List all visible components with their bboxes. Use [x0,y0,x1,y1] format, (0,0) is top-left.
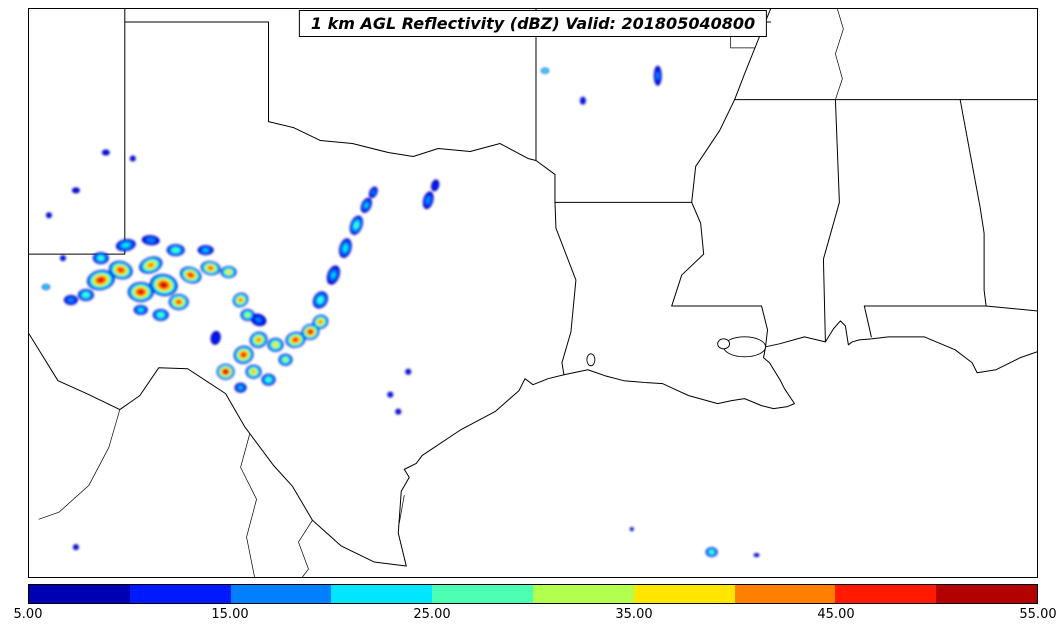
colorbar-segment [29,585,130,603]
state-borders [29,9,1037,577]
tx-la-border [554,201,577,376]
colorbar-tick-label: 5.00 [13,607,43,622]
rio-grande [29,333,407,567]
laguna-madre [398,494,405,524]
colorbar-tick-label: 25.00 [413,607,451,622]
colorbar-tick-label: 35.00 [615,607,653,622]
mexico-state-border-3 [298,519,313,577]
mexico-state-border-1 [38,409,121,520]
colorbar-segment [532,585,634,603]
ms-al-border [822,99,840,343]
colorbar-segment [835,585,937,603]
colorbar-labels: 5.00 15.00 25.00 35.00 45.00 55.00 [14,607,1057,625]
red-river-border [268,121,556,175]
colorbar-segment [230,585,332,603]
ga-fl-border [985,305,1037,312]
gulf-coastline [397,320,1037,567]
colorbar-segment [331,585,433,603]
colorbar-gradient [29,585,1037,603]
plot-title: 1 km AGL Reflectivity (dBZ) Valid: 20180… [298,10,768,37]
lake-pontchartrain [723,336,766,358]
map-frame [28,8,1038,578]
colorbar [28,584,1038,604]
calcasieu-lake [586,353,596,367]
colorbar-tick-label: 15.00 [211,607,249,622]
mississippi-river [671,9,772,307]
colorbar-segment [936,585,1037,603]
perdido-river [863,305,872,338]
map [29,9,1037,577]
colorbar-segment [432,585,533,603]
colorbar-segment [734,585,836,603]
colorbar-segment [129,585,231,603]
al-ga-border [959,99,987,307]
pearl-river [761,305,769,348]
lake-maurepas [717,338,731,350]
colorbar-tick-label: 45.00 [817,607,855,622]
nm-tx-border [29,9,126,255]
colorbar-tick-label: 55.00 [1019,607,1057,622]
tennessee-river [835,9,844,101]
plot-title-text: 1 km AGL Reflectivity (dBZ) Valid: 20180… [310,14,756,33]
mexico-state-border-2 [240,434,257,577]
colorbar-segment [633,585,735,603]
radar-echoes [41,65,760,558]
